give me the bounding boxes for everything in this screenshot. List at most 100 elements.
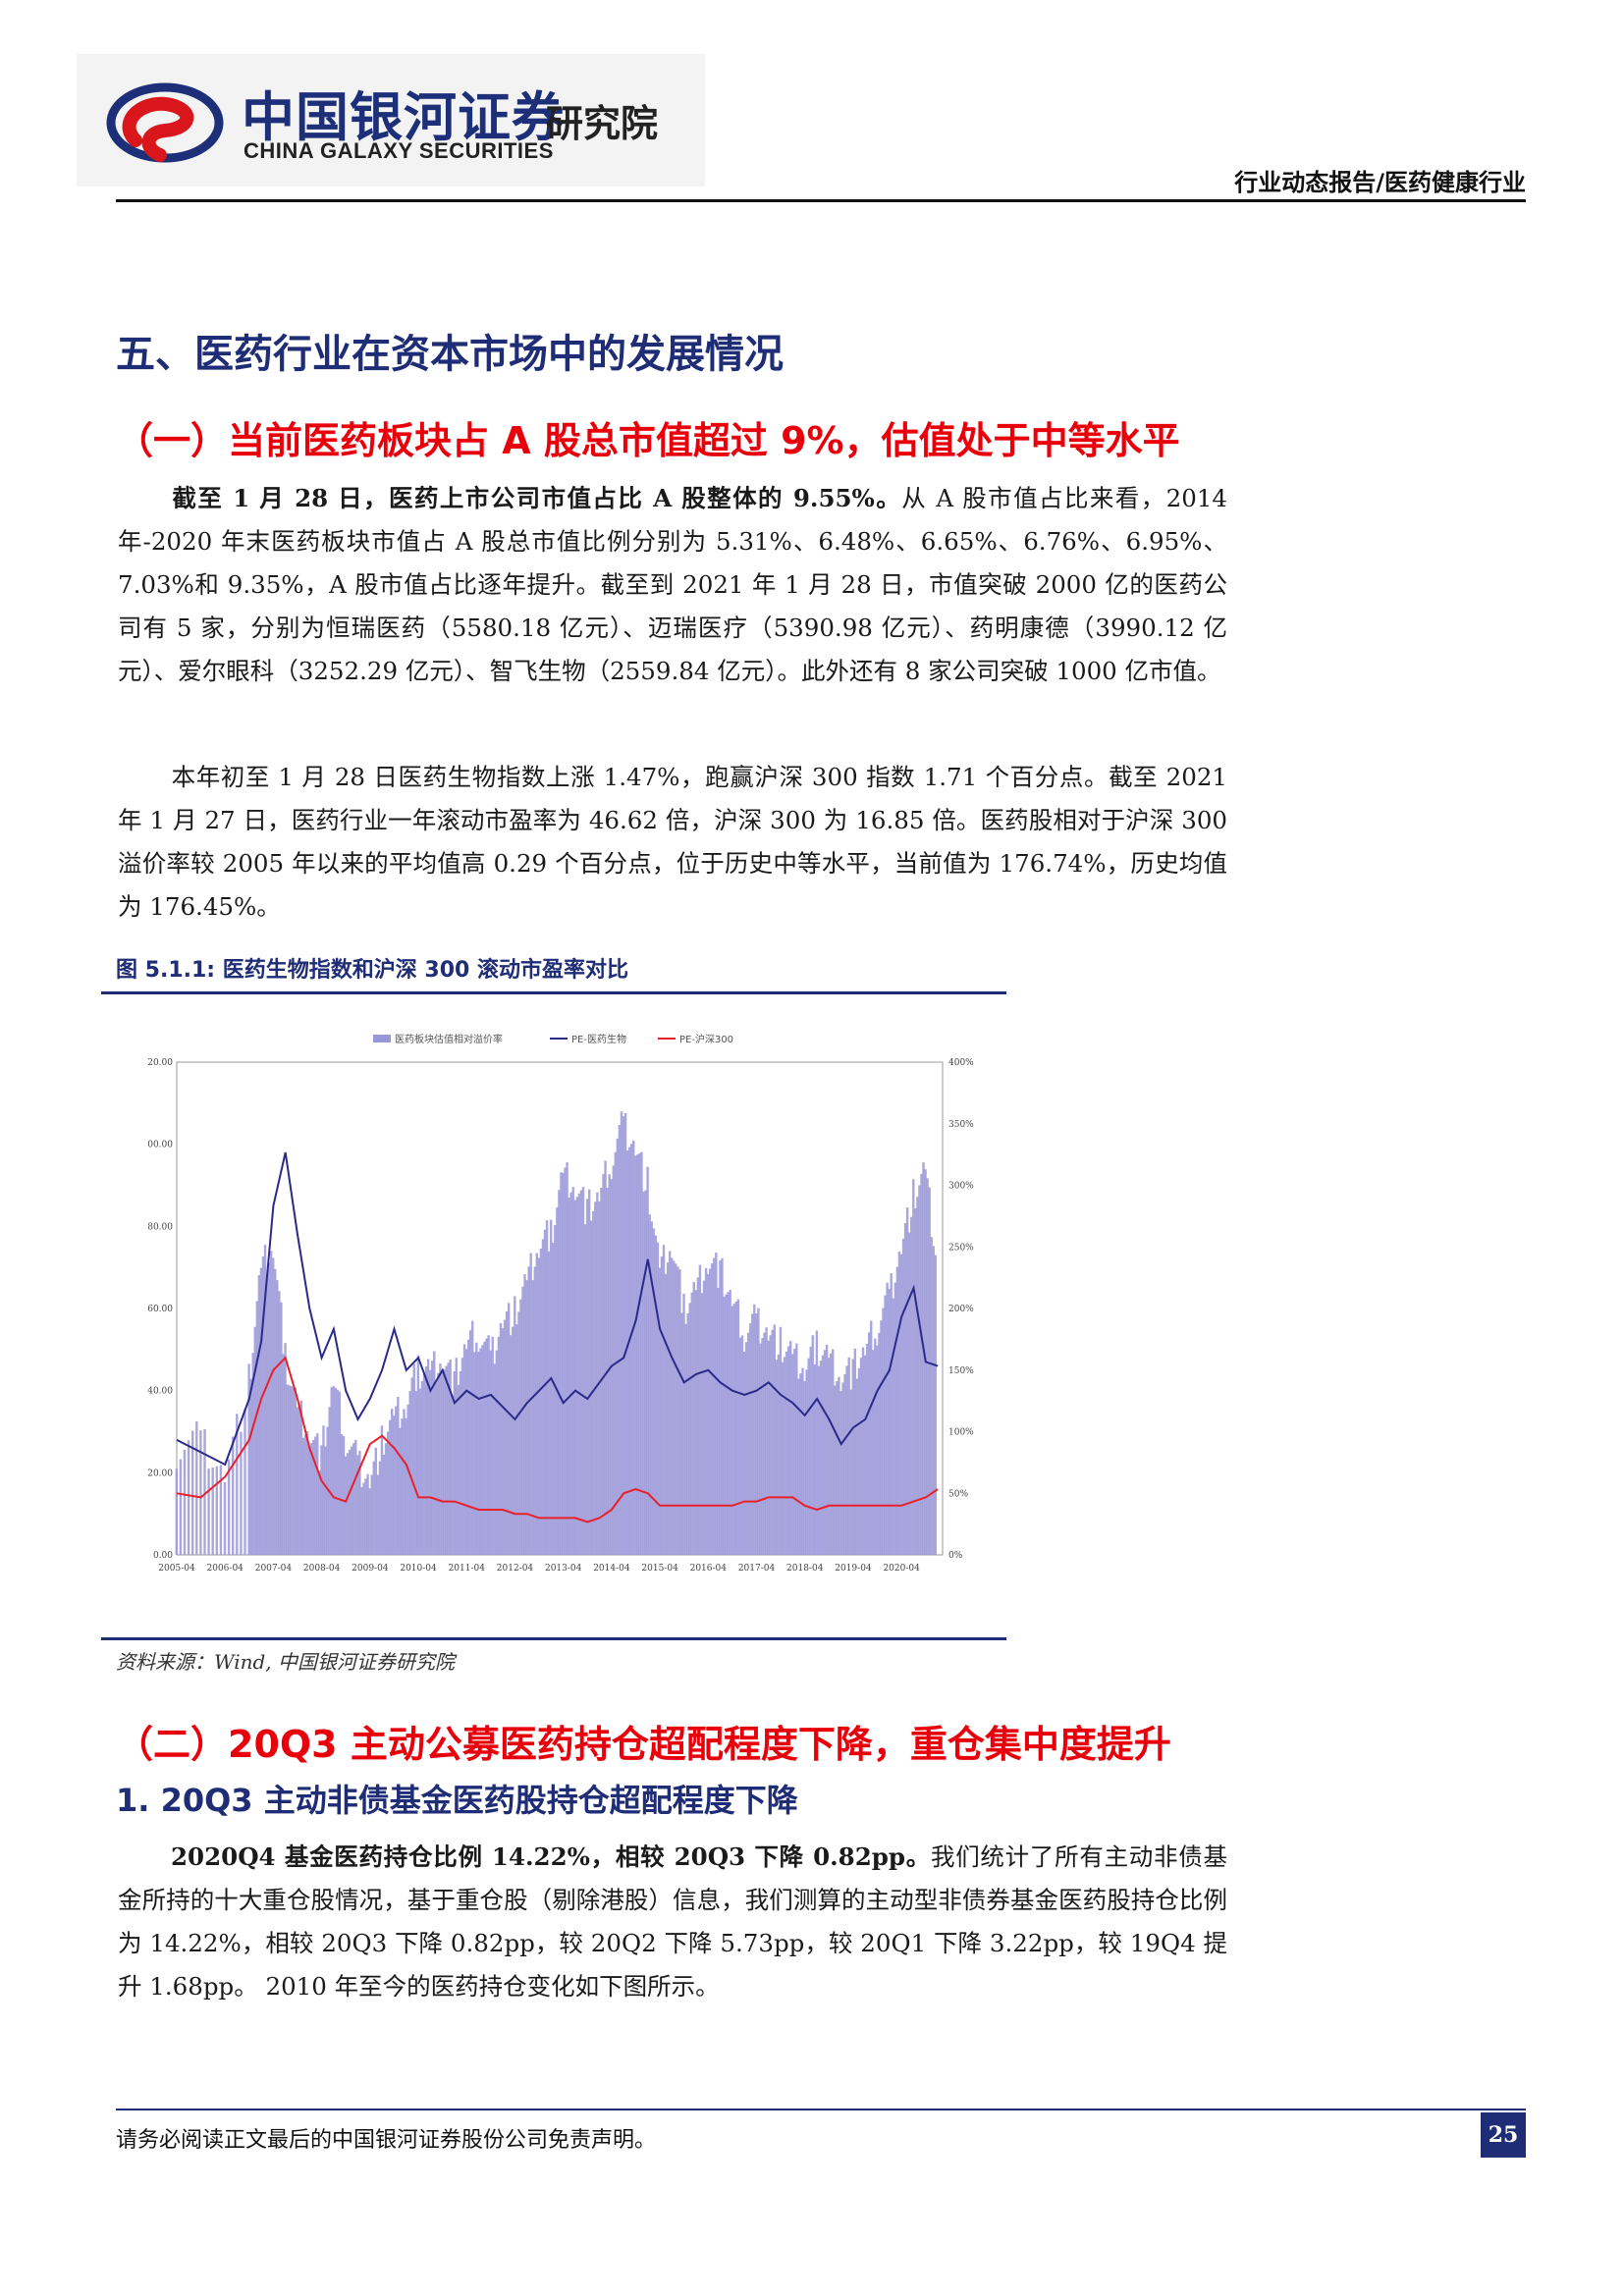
premium-bar xyxy=(773,1324,776,1555)
x-tick-label: 2016-04 xyxy=(690,1564,728,1574)
premium-bar xyxy=(863,1355,867,1555)
premium-bar xyxy=(483,1341,486,1555)
premium-bar xyxy=(249,1378,252,1555)
premium-bar xyxy=(564,1167,567,1555)
premium-bar xyxy=(636,1154,639,1555)
premium-bar xyxy=(682,1293,685,1555)
x-tick-label: 2020-04 xyxy=(883,1564,920,1574)
premium-bar xyxy=(791,1354,794,1555)
premium-bar xyxy=(356,1455,359,1555)
premium-bar xyxy=(769,1335,772,1555)
premium-bar xyxy=(677,1266,679,1555)
premium-bar xyxy=(475,1342,478,1555)
premium-bar xyxy=(199,1430,202,1555)
premium-bar xyxy=(581,1187,585,1555)
premium-bar xyxy=(622,1116,625,1555)
premium-bar xyxy=(855,1378,859,1555)
premium-bar xyxy=(700,1293,704,1555)
premium-bar xyxy=(573,1200,576,1555)
premium-bar xyxy=(598,1201,601,1555)
premium-bar xyxy=(795,1343,798,1555)
premium-bar xyxy=(851,1359,854,1555)
premium-bar xyxy=(391,1409,394,1555)
company-logo: 中国银河证券 CHINA GALAXY SECURITIES 研究院 xyxy=(77,54,705,187)
y-right-tick-label: 100% xyxy=(948,1428,974,1438)
report-type-label: 行业动态报告/医药健康行业 xyxy=(1234,169,1526,196)
x-tick-label: 2009-04 xyxy=(352,1564,389,1574)
premium-bar xyxy=(594,1201,597,1555)
figure-source: 资料来源：Wind, 中国银河证券研究院 xyxy=(116,1650,455,1674)
premium-bar xyxy=(431,1361,434,1555)
premium-bar xyxy=(253,1326,256,1555)
chart-lines xyxy=(176,1151,939,1523)
premium-bar xyxy=(859,1358,863,1555)
premium-bar xyxy=(298,1404,301,1555)
premium-bar xyxy=(755,1313,758,1555)
x-tick-label: 2006-04 xyxy=(207,1564,244,1574)
premium-bar xyxy=(827,1358,831,1555)
premium-bar xyxy=(579,1190,583,1555)
premium-bar xyxy=(412,1363,415,1555)
premium-bar xyxy=(736,1299,740,1555)
premium-bar xyxy=(191,1430,194,1555)
premium-bar xyxy=(328,1407,331,1555)
premium-bar xyxy=(926,1178,929,1555)
premium-bar xyxy=(354,1439,357,1555)
premium-bar xyxy=(399,1427,402,1555)
premium-bar xyxy=(426,1359,430,1555)
premium-bar xyxy=(654,1235,658,1555)
premium-bar xyxy=(175,1468,178,1555)
premium-bar xyxy=(445,1365,448,1555)
premium-bar xyxy=(462,1344,466,1555)
premium-bar xyxy=(627,1147,631,1555)
premium-bar xyxy=(895,1266,899,1555)
premium-bar xyxy=(832,1349,835,1555)
premium-bar xyxy=(451,1396,454,1555)
premium-bar xyxy=(350,1446,353,1555)
premium-bar xyxy=(738,1337,742,1555)
premium-bar xyxy=(928,1187,931,1555)
premium-bar xyxy=(893,1282,897,1555)
premium-bar xyxy=(592,1210,595,1555)
premium-bar xyxy=(652,1228,655,1555)
premium-bar xyxy=(742,1351,746,1555)
premium-bar xyxy=(623,1112,627,1555)
premium-bar xyxy=(558,1190,561,1555)
premium-bar xyxy=(374,1447,377,1555)
premium-bar xyxy=(867,1332,871,1555)
premium-bar xyxy=(326,1426,329,1555)
premium-bar xyxy=(920,1173,923,1555)
premium-bar xyxy=(203,1428,206,1555)
premium-bar xyxy=(267,1262,271,1555)
premium-bar xyxy=(284,1343,287,1555)
premium-bar xyxy=(614,1151,618,1555)
premium-bar xyxy=(364,1478,367,1555)
premium-bar xyxy=(227,1459,231,1555)
premium-bar xyxy=(696,1277,700,1555)
premium-bar xyxy=(443,1368,446,1555)
premium-bar xyxy=(290,1386,293,1555)
premium-bar xyxy=(468,1330,472,1555)
premium-bar xyxy=(282,1354,285,1555)
premium-bar xyxy=(460,1358,464,1555)
premium-bar xyxy=(912,1179,915,1555)
premium-bar xyxy=(656,1242,660,1555)
premium-bar xyxy=(207,1468,210,1555)
premium-bar xyxy=(515,1324,518,1555)
premium-bar xyxy=(660,1255,664,1555)
premium-bar xyxy=(589,1220,593,1555)
y-left-tick-label: 120.00 xyxy=(147,1058,173,1068)
y-right-tick-label: 200% xyxy=(948,1305,974,1314)
x-tick-label: 2005-04 xyxy=(158,1564,195,1574)
premium-bar xyxy=(797,1378,800,1555)
premium-bar xyxy=(512,1326,514,1555)
premium-bar xyxy=(344,1456,348,1555)
premium-bar xyxy=(845,1365,848,1555)
premium-bar xyxy=(414,1391,418,1555)
premium-bar xyxy=(179,1459,183,1555)
premium-bar xyxy=(640,1151,643,1555)
premium-bar xyxy=(547,1251,551,1555)
premium-bar xyxy=(388,1419,392,1555)
pe-comparison-chart: 0.00 20.00 40.00 60.00 80.00 100.00 120.00 0% 50… xyxy=(147,1033,974,1574)
y-left-tick-label: 80.00 xyxy=(147,1222,173,1232)
